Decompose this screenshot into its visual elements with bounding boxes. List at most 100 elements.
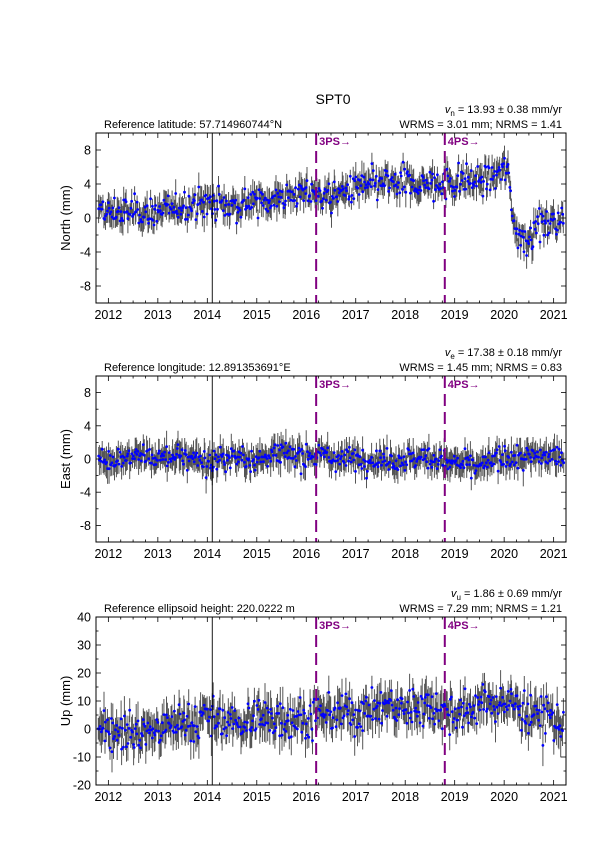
east-data-point	[430, 465, 434, 469]
east-data-point	[154, 463, 158, 466]
up-data-point	[381, 709, 384, 712]
north-data-point	[531, 245, 535, 249]
up-data-point	[416, 701, 420, 704]
east-data-point	[99, 459, 103, 463]
north-data-point	[126, 217, 130, 221]
north-data-point	[539, 212, 543, 216]
north-data-point	[529, 238, 533, 242]
north-data-point	[340, 185, 344, 188]
north-data-point	[131, 215, 134, 218]
east-data-point	[515, 443, 519, 447]
up-data-point	[374, 717, 377, 720]
up-data-point	[115, 738, 119, 742]
up-data-point	[193, 705, 197, 708]
up-data-point	[231, 727, 235, 730]
north-data-point	[503, 156, 506, 160]
north-data-point	[363, 186, 367, 190]
north-data-point	[409, 191, 412, 195]
up-data-point	[443, 704, 447, 708]
east-data-point	[284, 441, 288, 445]
north-data-point	[436, 173, 439, 177]
east-data-point	[209, 466, 212, 470]
up-data-point	[111, 721, 115, 725]
east-data-point	[274, 454, 278, 457]
north-data-point	[128, 213, 132, 216]
up-data-point	[495, 705, 499, 709]
east-data-point	[334, 470, 338, 473]
east-data-point	[343, 453, 347, 457]
up-data-point	[154, 729, 158, 732]
up-data-point	[190, 721, 194, 725]
up-data-point	[277, 712, 281, 715]
up-data-point	[529, 693, 532, 697]
up-data-point	[308, 704, 312, 707]
up-data-point	[140, 732, 143, 735]
north-data-point	[458, 189, 461, 193]
north-data-point	[435, 184, 438, 187]
north-data-point	[283, 203, 287, 207]
east-data-point	[212, 449, 216, 453]
north-data-point	[324, 198, 328, 202]
up-data-point	[485, 707, 489, 711]
north-data-point	[234, 198, 238, 202]
north-axis-label: North (mm)	[58, 185, 73, 251]
up-data-point	[439, 708, 443, 712]
east-data-point	[479, 463, 483, 467]
up-data-point	[129, 735, 133, 739]
north-data-point	[366, 186, 369, 189]
up-data-point	[474, 694, 477, 698]
east-data-point	[182, 462, 185, 466]
up-data-point	[479, 695, 483, 699]
east-data-point	[253, 463, 256, 467]
north-data-point	[230, 203, 234, 207]
north-data-point	[432, 199, 435, 203]
north-data-point	[505, 165, 509, 169]
north-data-point	[348, 174, 352, 178]
east-data-point	[116, 459, 119, 463]
up-data-point	[265, 706, 269, 710]
up-data-point	[390, 703, 394, 707]
up-data-point	[409, 710, 413, 714]
north-data-point	[488, 188, 492, 192]
up-data-point	[137, 743, 141, 747]
up-data-point	[378, 701, 382, 705]
north-data-point	[167, 211, 171, 215]
up-data-point	[268, 729, 272, 732]
up-data-point	[167, 722, 171, 725]
up-data-point	[431, 717, 435, 721]
east-data-point	[294, 455, 297, 458]
east-data-point	[159, 454, 163, 458]
north-data-point	[503, 178, 507, 182]
east-data-point	[337, 454, 340, 457]
up-data-point	[436, 708, 440, 712]
east-data-point	[382, 456, 386, 459]
north-data-point	[449, 177, 452, 180]
east-data-point	[333, 459, 337, 463]
east-data-point	[162, 454, 166, 457]
east-data-point	[484, 461, 488, 465]
up-data-point	[125, 723, 129, 726]
east-data-point	[215, 467, 219, 471]
east-xtick-label: 2020	[490, 547, 518, 561]
north-data-point	[477, 178, 481, 182]
east-xtick-label: 2017	[342, 547, 370, 561]
east-data-layer	[97, 428, 566, 494]
up-data-point	[286, 719, 290, 723]
east-data-point	[300, 448, 304, 451]
up-data-point	[561, 729, 564, 733]
east-data-point	[461, 463, 464, 467]
up-data-point	[345, 705, 349, 709]
east-data-point	[454, 459, 458, 463]
north-data-point	[329, 200, 332, 204]
up-data-point	[296, 710, 300, 713]
up-data-point	[143, 724, 147, 728]
up-xtick-label: 2015	[243, 790, 271, 804]
north-data-point	[401, 188, 404, 191]
up-data-point	[459, 698, 462, 702]
north-data-point	[555, 228, 559, 232]
north-data-point	[321, 206, 324, 210]
up-data-point	[534, 704, 538, 708]
north-data-point	[517, 232, 521, 236]
up-data-point	[310, 727, 314, 731]
north-data-point	[429, 182, 433, 185]
